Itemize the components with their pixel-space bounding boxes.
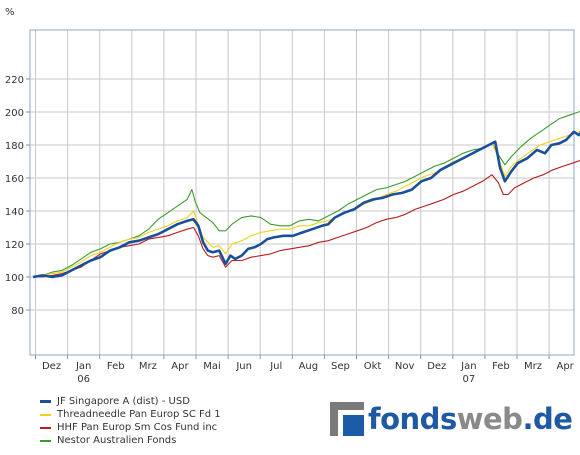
x-tick-label: Feb	[492, 361, 510, 372]
legend: JF Singapore A (dist) - USD Threadneedle…	[40, 395, 221, 447]
x-tick-label: Apr	[556, 361, 574, 372]
legend-label-nestor: Nestor Australien Fonds	[57, 435, 177, 446]
x-tick-label: Mrz	[524, 361, 542, 372]
x-tick-label: Dez	[427, 361, 446, 372]
x-tick-label: Jul	[269, 361, 282, 372]
legend-item-threadneedle: Threadneedle Pan Europ SC Fd 1	[40, 408, 221, 421]
x-tick-label: Aug	[299, 361, 319, 372]
series-line-3	[32, 110, 580, 278]
x-tick-label: Mai	[203, 361, 221, 372]
x-tick-label: Sep	[331, 361, 350, 372]
legend-label-threadneedle: Threadneedle Pan Europ SC Fd 1	[57, 409, 221, 420]
x-tick-label: Jan	[460, 361, 476, 372]
x-tick-label: Feb	[107, 361, 125, 372]
plot-background	[30, 30, 574, 355]
plot-frame	[29, 29, 575, 356]
y-tick-label: 140	[5, 207, 24, 218]
x-tick-sublabel: 06	[77, 374, 90, 385]
legend-swatch-threadneedle	[40, 413, 51, 416]
fondsweb-logo: fondsweb.de	[330, 402, 573, 436]
y-tick-label: 160	[5, 174, 24, 185]
x-tick-label: Nov	[395, 361, 415, 372]
legend-swatch-hhf	[40, 426, 51, 429]
series-line-0	[32, 130, 580, 279]
legend-item-nestor: Nestor Australien Fonds	[40, 434, 221, 447]
x-tick-label: Dez	[42, 361, 61, 372]
x-tick-label: Jan	[75, 361, 91, 372]
logo-wordmark: fondsweb.de	[368, 402, 573, 436]
y-tick-label: 220	[5, 75, 24, 86]
legend-swatch-nestor	[40, 439, 51, 442]
y-tick-label: 180	[5, 141, 24, 152]
y-tick-label: 200	[5, 108, 24, 119]
legend-swatch-jf-singapore	[40, 400, 51, 403]
legend-label-jf-singapore: JF Singapore A (dist) - USD	[57, 396, 190, 407]
y-tick-label: 100	[5, 273, 24, 284]
legend-item-jf-singapore: JF Singapore A (dist) - USD	[40, 395, 221, 408]
x-tick-sublabel: 07	[462, 374, 475, 385]
y-tick-label: 80	[11, 306, 24, 317]
y-tick-label: 120	[5, 240, 24, 251]
series-group	[32, 110, 580, 279]
legend-item-hhf: HHF Pan Europ Sm Cos Fund inc	[40, 421, 221, 434]
grid-lines	[30, 30, 574, 355]
x-tick-label: Apr	[171, 361, 189, 372]
x-tick-label: Mrz	[139, 361, 157, 372]
x-tick-label: Okt	[364, 361, 382, 372]
y-axis-unit-label: %	[5, 7, 15, 18]
x-tick-label: Jun	[235, 361, 252, 372]
logo-mark-icon	[330, 402, 364, 436]
axes: 80 100 120 140 160 180 200 220 Dez Jan 06 Feb Mrz Apr…	[5, 29, 575, 385]
series-line-2	[33, 159, 580, 278]
legend-label-hhf: HHF Pan Europ Sm Cos Fund inc	[57, 422, 218, 433]
